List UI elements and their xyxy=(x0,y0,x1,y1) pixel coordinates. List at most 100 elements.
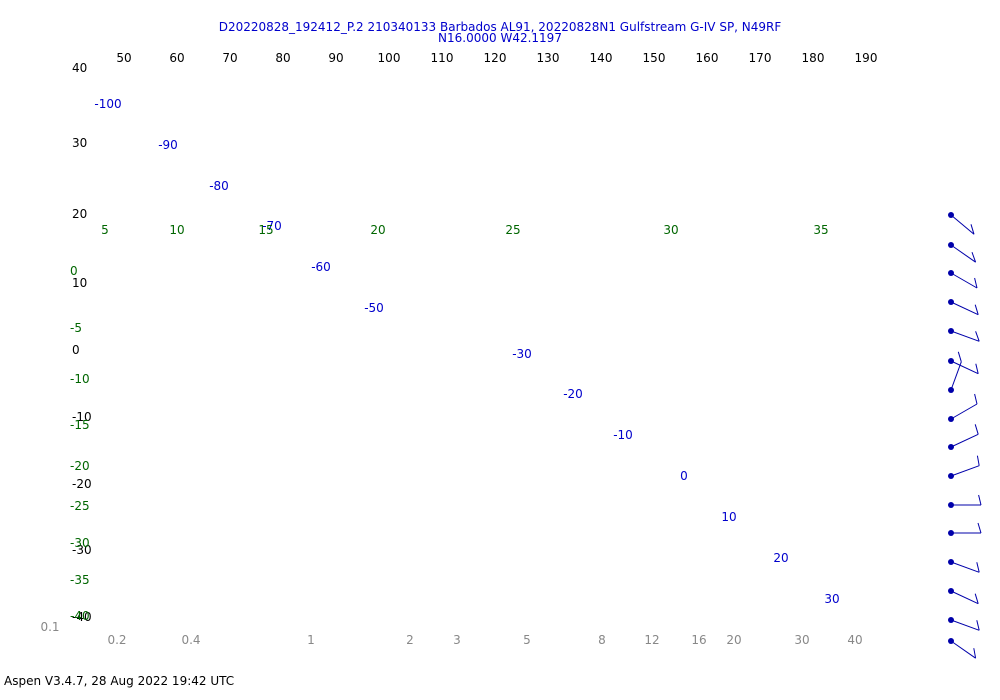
moist-adiabat-label: 25 xyxy=(505,223,520,237)
top-axis-label: 140 xyxy=(590,51,613,65)
wind-barb-station xyxy=(948,502,954,508)
wind-barb-staff xyxy=(950,640,976,659)
wind-barb-station xyxy=(948,416,954,422)
left-axis-label: -10 xyxy=(72,410,92,424)
version-footer: Aspen V3.4.7, 28 Aug 2022 19:42 UTC xyxy=(4,674,235,688)
mixing-ratio-label: 30 xyxy=(794,633,809,647)
top-axis-label: 50 xyxy=(116,51,131,65)
wind-barb-staff xyxy=(950,360,979,375)
moist-adiabat-left-label: -40 xyxy=(70,609,90,623)
isotherm-label: -70 xyxy=(262,219,282,233)
wind-barb-station xyxy=(948,328,954,334)
wind-barb-station xyxy=(948,617,954,623)
isotherm-label: 20 xyxy=(773,551,788,565)
wind-barb-flag xyxy=(976,455,980,466)
isotherm-label: -100 xyxy=(94,97,121,111)
wind-barb-flag xyxy=(957,351,962,362)
wind-barb-station xyxy=(948,299,954,305)
wind-barb-staff xyxy=(950,465,980,477)
wind-barb-flag xyxy=(976,620,980,631)
mixing-ratio-label: 20 xyxy=(726,633,741,647)
wind-barb-staff xyxy=(950,361,962,391)
wind-barb-staff xyxy=(950,330,980,342)
mixing-ratio-label: 1 xyxy=(307,633,315,647)
moist-adiabat-label: 5 xyxy=(101,223,109,237)
moist-adiabat-label: 10 xyxy=(169,223,184,237)
wind-barbs xyxy=(948,212,982,659)
wind-barb-staff xyxy=(950,561,980,573)
wind-barb-flag xyxy=(974,593,979,604)
left-axis-label: 40 xyxy=(72,61,87,75)
wind-barb-staff xyxy=(950,214,975,235)
left-axis-label: 20 xyxy=(72,207,87,221)
wind-barb-station xyxy=(948,473,954,479)
isotherm-label: -80 xyxy=(209,179,229,193)
moist-adiabat-label: 35 xyxy=(813,223,828,237)
wind-barb-flag xyxy=(977,522,982,534)
left-axis-label: 10 xyxy=(72,276,87,290)
wind-barb-staff xyxy=(950,301,979,316)
moist-adiabat-left-label: -15 xyxy=(70,418,90,432)
wind-barb-flag xyxy=(974,393,978,405)
left-axis-label: -40 xyxy=(72,610,92,624)
moist-adiabat-left-label: -5 xyxy=(70,321,82,335)
top-axis-label: 70 xyxy=(222,51,237,65)
wind-barb-station xyxy=(948,444,954,450)
top-axis-label: 110 xyxy=(431,51,454,65)
moist-adiabat-label: 20 xyxy=(370,223,385,237)
mixing-ratio-label: 0.4 xyxy=(181,633,200,647)
mixing-ratio-label: 3 xyxy=(453,633,461,647)
wind-barb-flag xyxy=(970,224,975,235)
top-axis-label: 120 xyxy=(484,51,507,65)
left-axis-label: -30 xyxy=(72,543,92,557)
wind-barb-station xyxy=(948,638,954,644)
top-axis-label: 180 xyxy=(802,51,825,65)
wind-barb-flag xyxy=(978,494,982,506)
top-axis-label: 170 xyxy=(749,51,772,65)
wind-barb-station xyxy=(948,358,954,364)
wind-barb-flag xyxy=(975,363,979,374)
isotherm-label: -10 xyxy=(613,428,633,442)
wind-barb-staff xyxy=(950,244,976,263)
isotherm-label: -50 xyxy=(364,301,384,315)
top-axis-label: 60 xyxy=(169,51,184,65)
wind-barb-station xyxy=(948,588,954,594)
moist-adiabat-label: 30 xyxy=(663,223,678,237)
mixing-ratio-label: 8 xyxy=(598,633,606,647)
wind-barb-flag xyxy=(971,252,977,263)
top-axis-label: 90 xyxy=(328,51,343,65)
wind-barb-station xyxy=(948,270,954,276)
wind-barb-staff xyxy=(950,590,979,605)
wind-barb-flag xyxy=(974,424,979,435)
top-axis-label: 150 xyxy=(643,51,666,65)
wind-barb-station xyxy=(948,242,954,248)
wind-barb-station xyxy=(948,387,954,393)
wind-barb-station xyxy=(948,530,954,536)
top-axis-label: 80 xyxy=(275,51,290,65)
mixing-ratio-label: 0.2 xyxy=(107,633,126,647)
isotherm-label: -30 xyxy=(512,347,532,361)
wind-barb-staff xyxy=(950,433,979,448)
wind-barb-flag xyxy=(976,562,980,573)
wind-barb-staff xyxy=(950,619,980,631)
moist-adiabat-left-label: -10 xyxy=(70,372,90,386)
wind-barb-station xyxy=(948,559,954,565)
mixing-ratio-label: 0.1 xyxy=(40,620,59,634)
top-axis-label: 100 xyxy=(378,51,401,65)
moist-adiabat-left-label: -35 xyxy=(70,573,90,587)
mixing-ratio-label: 12 xyxy=(644,633,659,647)
isotherm-label: -90 xyxy=(158,138,178,152)
wind-barb-staff xyxy=(950,272,978,289)
moist-adiabat-left-label: -25 xyxy=(70,499,90,513)
axis-labels: 100-110200300400500600700800900100050607… xyxy=(40,51,878,647)
moist-adiabat-left-label: -30 xyxy=(70,536,90,550)
wind-barb-flag xyxy=(975,331,980,342)
moist-adiabat-left-label: 0 xyxy=(70,264,78,278)
top-axis-label: 190 xyxy=(855,51,878,65)
left-axis-label: 0 xyxy=(72,343,80,357)
chart-title: D20220828_192412_P.2 210340133 Barbados … xyxy=(218,20,782,34)
mixing-ratio-label: 40 xyxy=(847,633,862,647)
wind-barb-staff xyxy=(950,403,978,420)
wind-barb-flag xyxy=(973,648,977,659)
